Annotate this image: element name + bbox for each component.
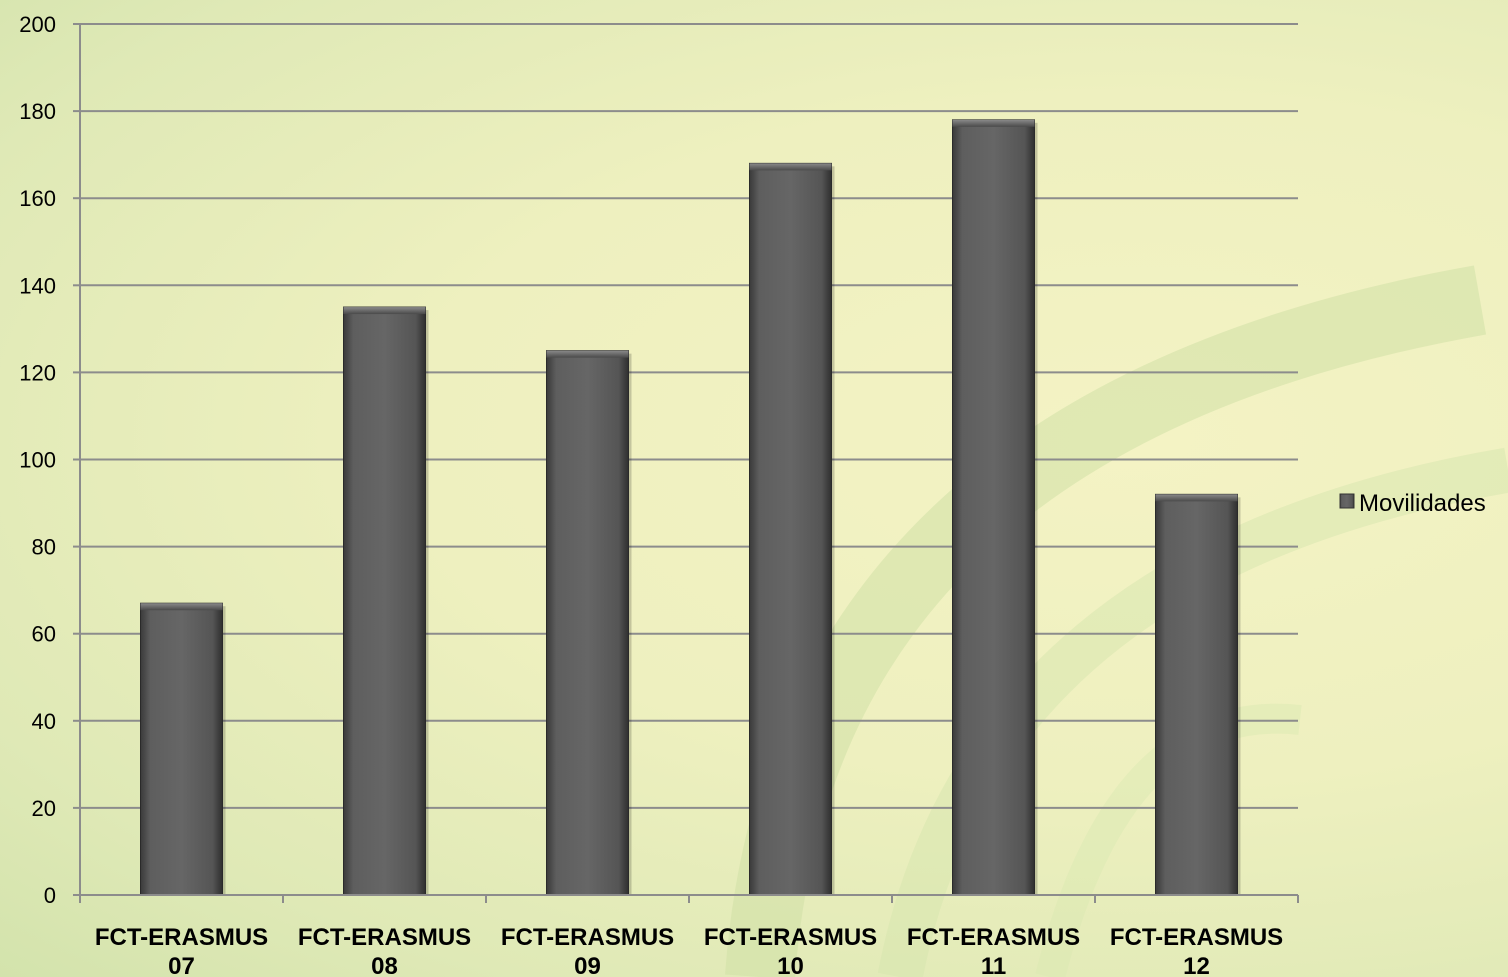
y-tick-label: 20 — [32, 796, 56, 821]
y-tick-label: 180 — [19, 99, 56, 124]
x-tick-label: 08 — [371, 953, 398, 977]
x-tick-label: 12 — [1183, 953, 1210, 977]
bar-cap — [1155, 494, 1238, 502]
x-tick-label: FCT-ERASMUS — [95, 924, 268, 951]
bar — [1155, 493, 1238, 896]
x-tick-label: FCT-ERASMUS — [704, 924, 877, 951]
bar — [140, 602, 223, 896]
y-tick-label: 140 — [19, 273, 56, 298]
legend-label: Movilidades — [1359, 490, 1486, 517]
y-tick-label: 160 — [19, 186, 56, 211]
legend-swatch — [1339, 493, 1355, 509]
x-tick-label: FCT-ERASMUS — [501, 924, 674, 951]
bar — [952, 119, 1035, 896]
y-tick-label: 0 — [44, 883, 56, 908]
x-tick-label: 09 — [574, 953, 601, 977]
y-tick-label: 120 — [19, 360, 56, 385]
y-tick-label: 80 — [32, 535, 56, 560]
bar-cap — [749, 163, 832, 171]
bars — [140, 119, 1241, 896]
bar-cap — [546, 350, 629, 358]
bar — [546, 350, 629, 896]
bar-cap — [952, 119, 1035, 127]
bar — [749, 162, 832, 896]
legend: Movilidades — [1339, 490, 1486, 517]
x-tick-label: 11 — [981, 953, 1006, 977]
y-tick-label: 40 — [32, 709, 56, 734]
x-tick-label: 10 — [777, 953, 804, 977]
x-tick-label: FCT-ERASMUS — [298, 924, 471, 951]
background-arcs — [725, 265, 1508, 977]
axis-labels: 020406080100120140160180200FCT-ERASMUS07… — [19, 12, 1283, 977]
bar — [343, 306, 426, 896]
axes — [73, 23, 1299, 903]
bar-cap — [140, 603, 223, 611]
x-tick-label: 07 — [168, 953, 195, 977]
bar-cap — [343, 307, 426, 315]
y-tick-label: 200 — [19, 12, 56, 37]
y-tick-label: 100 — [19, 448, 56, 473]
gridlines — [80, 23, 1298, 809]
y-tick-label: 60 — [32, 622, 56, 647]
x-tick-label: FCT-ERASMUS — [1110, 924, 1283, 951]
x-tick-label: FCT-ERASMUS — [907, 924, 1080, 951]
